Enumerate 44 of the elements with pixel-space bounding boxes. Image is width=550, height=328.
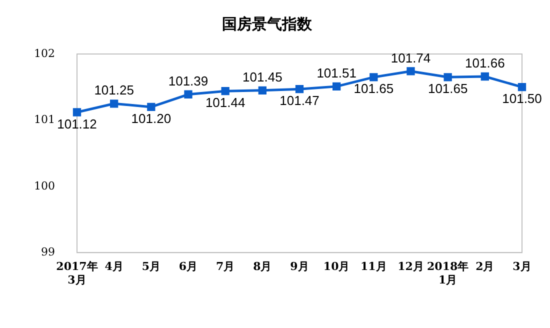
chart-title: 国房景气指数 bbox=[222, 14, 313, 33]
x-tick-label: 2018年 1月 bbox=[427, 260, 469, 286]
data-label: 101.51 bbox=[316, 66, 356, 81]
x-tick-label: 4月 bbox=[104, 260, 124, 274]
point bbox=[518, 83, 526, 92]
data-label: 101.25 bbox=[94, 82, 134, 98]
point bbox=[370, 73, 378, 82]
x-tick-label: 10月 bbox=[323, 260, 350, 274]
point bbox=[72, 108, 82, 116]
data-label: 101.44 bbox=[205, 95, 246, 110]
point bbox=[221, 86, 230, 96]
x-tick-label: 8月 bbox=[253, 260, 272, 274]
point bbox=[480, 72, 489, 81]
point bbox=[258, 86, 266, 94]
point bbox=[184, 90, 192, 98]
x-tick-label: 7月 bbox=[216, 260, 235, 274]
data-label: 101.12 bbox=[57, 116, 97, 132]
y-tick-label: 101 bbox=[34, 113, 55, 126]
point bbox=[444, 73, 452, 82]
y-tick-label: 102 bbox=[34, 46, 55, 60]
x-tick-label: 11月 bbox=[360, 260, 387, 274]
point bbox=[147, 102, 156, 112]
data-label: 101.66 bbox=[465, 56, 505, 71]
data-label: 101.45 bbox=[242, 69, 282, 84]
point bbox=[406, 67, 415, 76]
y-tick-label: 100 bbox=[34, 179, 55, 192]
y-tick-label: 99 bbox=[40, 245, 55, 258]
x-tick-label: 2月 bbox=[476, 260, 494, 274]
x-tick-label: 5月 bbox=[142, 260, 160, 274]
data-label: 101.20 bbox=[131, 111, 172, 126]
point bbox=[295, 85, 304, 94]
data-label: 101.47 bbox=[280, 93, 320, 108]
x-tick-label: 3月 bbox=[512, 260, 532, 274]
data-label: 101.39 bbox=[168, 73, 208, 88]
data-label: 101.74 bbox=[390, 50, 431, 66]
x-tick-label: 12月 bbox=[398, 260, 424, 274]
x-tick-label: 9月 bbox=[290, 260, 309, 274]
point bbox=[332, 82, 341, 91]
data-label: 101.65 bbox=[428, 81, 468, 96]
x-tick-label: 2017年 3月 bbox=[56, 260, 98, 286]
point bbox=[110, 100, 118, 108]
data-label: 101.50 bbox=[502, 91, 542, 106]
x-tick-label: 6月 bbox=[178, 260, 198, 274]
data-label: 101.65 bbox=[354, 81, 394, 96]
